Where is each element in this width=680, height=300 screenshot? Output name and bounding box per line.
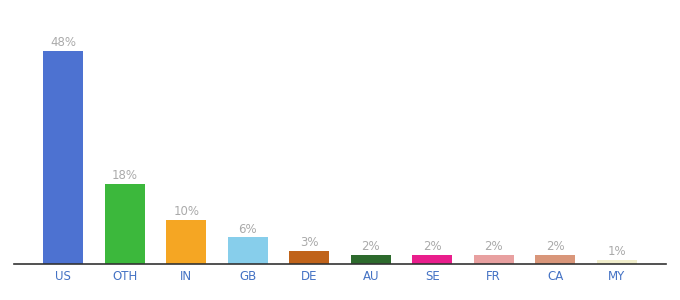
Text: 10%: 10%	[173, 205, 199, 218]
Bar	[228, 237, 268, 264]
Bar	[474, 255, 513, 264]
Bar	[289, 251, 329, 264]
Bar	[44, 51, 83, 264]
Bar	[351, 255, 391, 264]
Bar	[167, 220, 206, 264]
Text: 48%: 48%	[50, 36, 76, 49]
Text: 1%: 1%	[607, 245, 626, 258]
Text: 3%: 3%	[300, 236, 318, 249]
Text: 2%: 2%	[546, 240, 564, 253]
Text: 18%: 18%	[112, 169, 138, 182]
Text: 2%: 2%	[362, 240, 380, 253]
Bar	[597, 260, 636, 264]
Text: 2%: 2%	[484, 240, 503, 253]
Text: 2%: 2%	[423, 240, 441, 253]
Bar	[412, 255, 452, 264]
Text: 6%: 6%	[239, 223, 257, 236]
Bar	[105, 184, 145, 264]
Bar	[535, 255, 575, 264]
